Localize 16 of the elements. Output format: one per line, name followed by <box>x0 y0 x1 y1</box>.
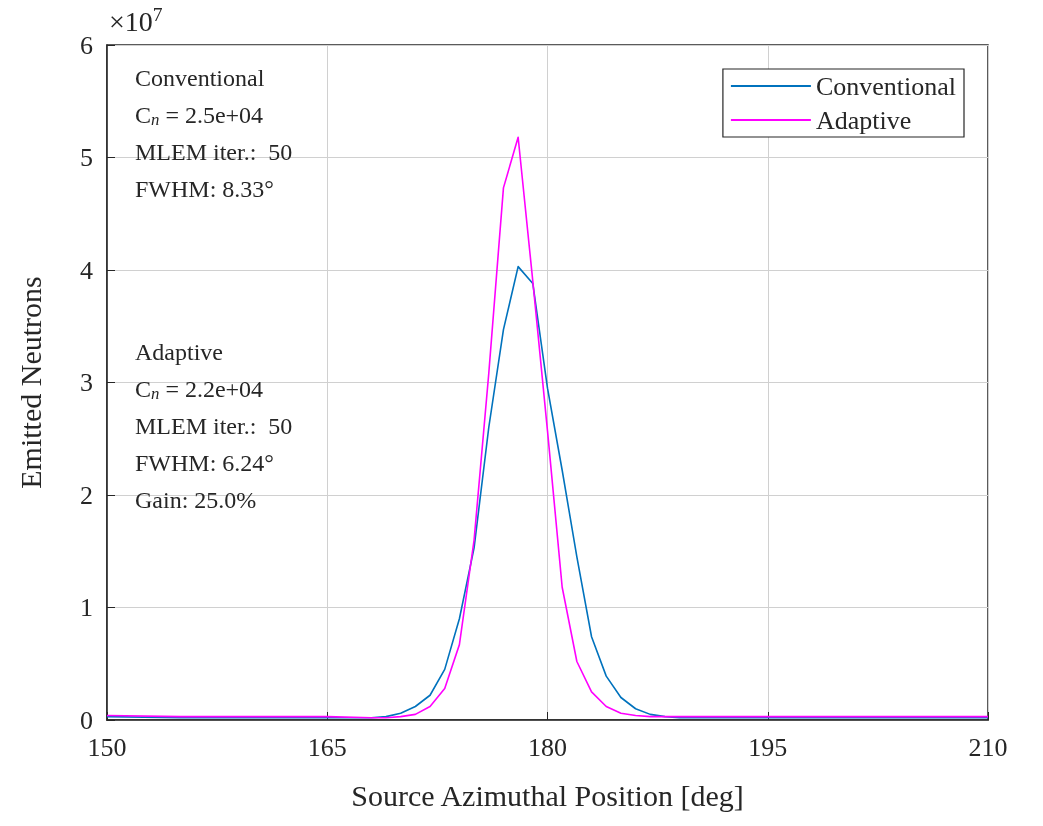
x-tick-label: 150 <box>87 732 127 762</box>
y-tick-label: 4 <box>80 255 93 285</box>
y-tick-label: 0 <box>80 705 93 735</box>
y-tick-label: 6 <box>80 30 93 60</box>
legend-label: Adaptive <box>815 105 912 135</box>
x-tick-label: 195 <box>748 732 788 762</box>
x-tick-label: 165 <box>307 732 347 762</box>
x-axis-title: Source Azimuthal Position [deg] <box>351 778 744 812</box>
y-tick-label: 1 <box>80 593 93 622</box>
y-axis-title: Emitted Neutrons <box>13 276 47 489</box>
y-tick-label: 3 <box>80 368 93 397</box>
x-tick-label: 210 <box>968 732 1008 762</box>
legend-label: Conventional <box>815 71 956 101</box>
y-tick-label: 2 <box>80 480 93 510</box>
y-tick-label: 5 <box>80 143 93 172</box>
x-tick-label: 180 <box>528 732 567 762</box>
